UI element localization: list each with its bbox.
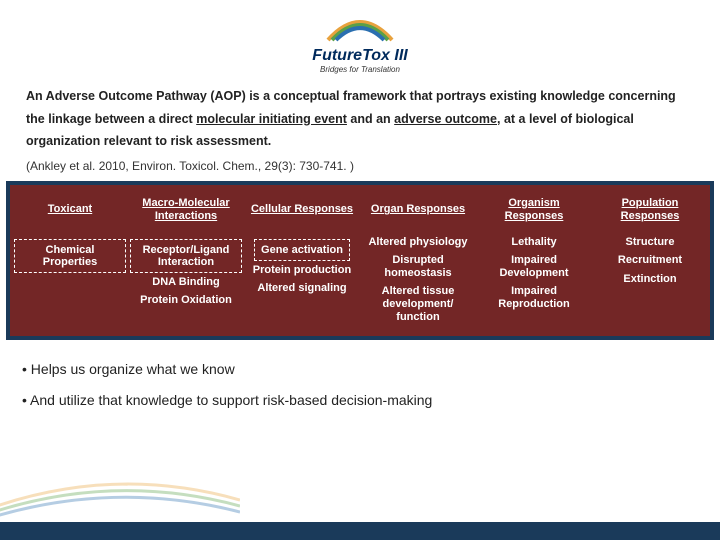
intro-line2a: the linkage between a direct — [26, 112, 196, 126]
column-item: Impaired Reproduction — [478, 285, 590, 310]
diagram-column: Organ Responses Altered physiology Disrupt… — [362, 191, 474, 327]
column-header: Toxicant — [46, 191, 94, 229]
intro-line3: organization relevant to risk assessment… — [26, 134, 271, 148]
bullet-2: • And utilize that knowledge to support … — [22, 385, 698, 416]
diagram-column: Macro-Molecular Interactions Receptor/Lig… — [130, 191, 242, 327]
intro-line1: An Adverse Outcome Pathway (AOP) is a co… — [26, 89, 676, 103]
column-item: Extinction — [623, 273, 676, 286]
intro-mie: molecular initiating event — [196, 112, 347, 126]
boxed-item: Chemical Properties — [14, 239, 126, 273]
citation: (Ankley et al. 2010, Environ. Toxicol. C… — [0, 159, 720, 181]
column-item: Disrupted homeostasis — [362, 254, 474, 279]
intro-line2b: and an — [347, 112, 394, 126]
diagram-column: Population Responses Structure Recruitment… — [594, 191, 706, 327]
intro-ao: adverse outcome — [394, 112, 497, 126]
diagram-column: Organism Responses Lethality Impaired Deve… — [478, 191, 590, 327]
column-item: Recruitment — [618, 254, 682, 267]
logo-area: FutureTox III Bridges for Translation — [0, 0, 720, 85]
boxed-item: Gene activation — [254, 239, 350, 261]
diagram-column: Toxicant Chemical Properties — [14, 191, 126, 327]
column-item: Structure — [626, 236, 675, 249]
intro-paragraph: An Adverse Outcome Pathway (AOP) is a co… — [0, 85, 720, 159]
column-item: DNA Binding — [152, 276, 219, 289]
logo-title: FutureTox III — [312, 47, 407, 65]
intro-line2c: , at a level of biological — [497, 112, 634, 126]
column-header: Organ Responses — [369, 191, 467, 229]
column-header: Macro-Molecular Interactions — [130, 191, 242, 229]
column-item: Impaired Development — [478, 254, 590, 279]
swoosh-decoration-icon — [0, 450, 240, 530]
bullet-list: • Helps us organize what we know • And u… — [0, 340, 720, 416]
bottom-bar — [0, 522, 720, 540]
column-item: Lethality — [511, 236, 556, 249]
logo-subtitle: Bridges for Translation — [312, 65, 407, 74]
column-header: Population Responses — [594, 191, 706, 229]
column-item: Altered physiology — [368, 236, 467, 249]
column-item: Protein production — [253, 264, 351, 277]
column-item: Altered tissue development/ function — [362, 285, 474, 323]
column-item: Altered signaling — [257, 282, 346, 295]
column-header: Organism Responses — [478, 191, 590, 229]
column-item: Protein Oxidation — [140, 294, 232, 307]
boxed-item: Receptor/Ligand Interaction — [130, 239, 242, 273]
bullet-1: • Helps us organize what we know — [22, 354, 698, 385]
logo-arc-icon — [320, 12, 400, 42]
diagram-column: Cellular Responses Gene activation Protein… — [246, 191, 358, 327]
column-header: Cellular Responses — [249, 191, 355, 229]
aop-diagram: Toxicant Chemical PropertiesMacro-Molecul… — [6, 181, 714, 341]
logo: FutureTox III Bridges for Translation — [312, 12, 407, 74]
